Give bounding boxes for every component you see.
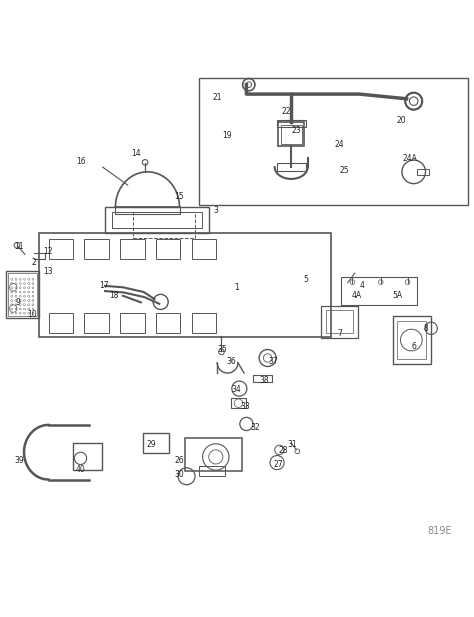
Text: 35: 35 [217, 346, 227, 355]
Bar [112, 212, 201, 228]
Bar [341, 278, 417, 305]
Text: 32: 32 [250, 423, 260, 432]
Text: 31: 31 [288, 440, 297, 449]
Text: 34: 34 [231, 385, 241, 394]
Text: 18: 18 [109, 291, 118, 300]
Text: 2: 2 [32, 259, 37, 267]
Text: 13: 13 [43, 267, 53, 276]
Text: 20: 20 [396, 117, 406, 125]
Text: 16: 16 [76, 157, 85, 166]
Text: 36: 36 [227, 357, 236, 366]
Text: 28: 28 [278, 446, 288, 455]
Text: 40: 40 [76, 465, 85, 474]
Bar [84, 313, 109, 333]
Bar [105, 207, 209, 233]
Bar [6, 271, 39, 318]
Bar [253, 375, 273, 381]
Bar [156, 313, 181, 333]
Text: 819E: 819E [428, 526, 452, 536]
Text: 24A: 24A [403, 154, 418, 163]
Text: 4: 4 [359, 281, 365, 291]
Bar [120, 313, 145, 333]
Bar [73, 443, 102, 470]
Bar [397, 321, 427, 359]
Bar [277, 120, 306, 127]
Text: 26: 26 [175, 456, 184, 465]
Text: 6: 6 [411, 342, 416, 350]
Text: 7: 7 [337, 328, 342, 337]
Text: 1: 1 [235, 283, 239, 292]
Bar [84, 239, 109, 259]
Bar [281, 125, 301, 144]
Text: 23: 23 [291, 126, 301, 135]
Text: 5A: 5A [392, 291, 402, 300]
Text: 19: 19 [222, 131, 231, 139]
Text: 22: 22 [282, 107, 291, 116]
Text: 14: 14 [131, 149, 140, 159]
Bar [143, 433, 169, 453]
Text: 10: 10 [27, 310, 37, 319]
Bar [278, 122, 304, 146]
Bar [199, 78, 468, 205]
Text: 15: 15 [175, 192, 184, 201]
Bar [48, 313, 73, 333]
Text: 33: 33 [241, 402, 250, 411]
Text: 39: 39 [14, 456, 24, 465]
Text: 38: 38 [260, 376, 269, 384]
Bar [277, 164, 306, 171]
Bar [133, 212, 195, 238]
Bar [231, 398, 246, 408]
Text: 8: 8 [423, 324, 428, 333]
Bar [120, 239, 145, 259]
Text: 27: 27 [273, 460, 283, 470]
Bar [39, 233, 331, 337]
Bar [156, 239, 181, 259]
Bar [392, 316, 431, 364]
Text: 30: 30 [174, 470, 184, 479]
Bar [417, 168, 429, 175]
Bar [199, 466, 225, 476]
Text: 5: 5 [303, 275, 308, 284]
Bar [116, 207, 180, 214]
Bar [192, 239, 216, 259]
Bar [321, 305, 357, 337]
Text: 24: 24 [335, 140, 345, 149]
Bar [48, 239, 73, 259]
Text: 11: 11 [15, 242, 24, 251]
Text: 3: 3 [213, 206, 218, 215]
Text: 17: 17 [99, 281, 109, 291]
Text: 25: 25 [340, 167, 349, 175]
Text: 21: 21 [212, 93, 222, 102]
Text: 9: 9 [16, 299, 20, 307]
Text: 4A: 4A [352, 291, 362, 300]
Bar [192, 313, 216, 333]
Text: 12: 12 [43, 247, 52, 255]
Bar [326, 310, 353, 333]
Bar [185, 438, 242, 471]
Bar [9, 273, 36, 315]
Text: 37: 37 [269, 357, 279, 366]
Text: 29: 29 [146, 440, 156, 449]
